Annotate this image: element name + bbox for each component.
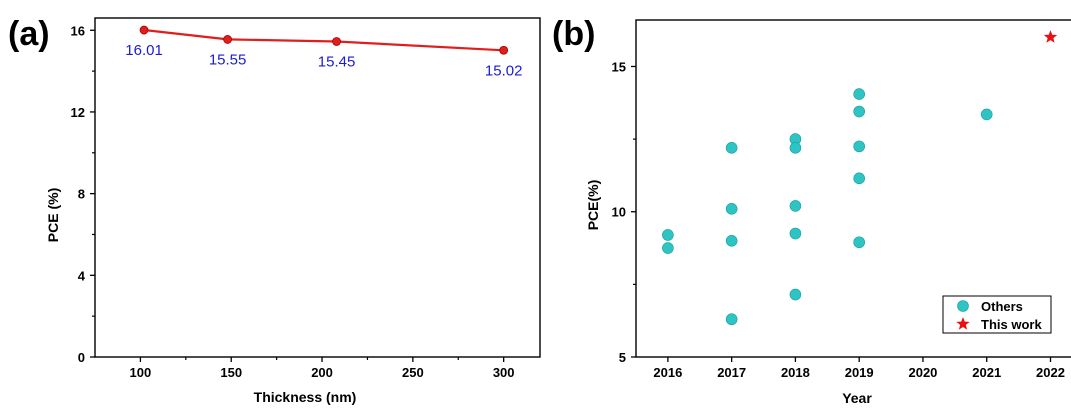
panel-label-a: (a) [8,15,50,53]
data-point [499,45,509,55]
scatter-point [725,234,738,247]
x-tick-label-b: 2019 [845,365,874,380]
scatter-point [853,172,865,185]
y-tick-label-b: 10 [612,205,626,220]
data-label: 16.01 [125,42,163,59]
scatter-point [853,88,865,100]
data-point [223,35,232,44]
y-tick-label-a: 12 [71,105,85,120]
y-tick-label-a: 16 [71,23,85,38]
x-tick-label-a: 150 [220,365,242,380]
panel-b: (b) 2016 2017 2018 2019 2020 2021 2022 5 10 15 O… [552,15,1071,406]
plot-frame-b [635,19,1071,358]
scatter-point [789,288,802,301]
x-tick-label-b: 2017 [717,365,746,380]
y-ticks-a: 0 4 8 12 16 [71,23,95,365]
x-tick-label-b: 2021 [972,365,1001,380]
scatter-point [853,105,865,118]
x-tick-label-b: 2018 [781,365,810,380]
y-ticks-b: 5 10 15 [612,59,636,365]
data-label: 15.02 [485,62,523,79]
series-a: 16.01 15.55 15.45 15.02 [125,25,523,79]
x-axis-title-b: Year [842,390,872,406]
x-tick-label-a: 100 [130,365,152,380]
x-tick-label-b: 2020 [908,365,937,380]
y-tick-label-a: 8 [78,187,85,202]
scatter-star [1043,30,1058,43]
scatter-point [789,227,802,240]
x-ticks-a: 100 150 200 250 300 [130,357,515,380]
x-tick-label-b: 2016 [653,365,682,380]
data-label: 15.55 [209,51,247,68]
y-tick-label-b: 15 [612,59,626,74]
panel-a: (a) 100 150 200 250 300 0 4 8 12 16 16.01 15.55 15… [8,15,541,405]
scatter-point [662,229,674,241]
series-b [662,30,1058,326]
x-tick-label-a: 200 [311,365,333,380]
scatter-point [662,242,674,254]
x-tick-label-a: 300 [493,365,515,380]
legend-marker-others [957,300,969,312]
data-point [139,25,149,35]
scatter-point [980,108,993,121]
scatter-point [853,140,865,153]
y-tick-label-b: 5 [619,350,626,365]
scatter-point [789,200,802,212]
y-tick-label-a: 0 [78,350,85,365]
scatter-point [853,236,865,249]
legend-label-others: Others [981,299,1023,314]
scatter-point [725,142,738,154]
data-point [332,37,341,46]
x-tick-label-b: 2022 [1036,365,1065,380]
y-tick-label-a: 4 [78,268,86,283]
legend-label-this-work: This work [981,317,1042,332]
legend-marker-this-work [956,317,970,330]
y-axis-title-b: PCE(%) [585,180,601,231]
scatter-point [725,313,738,326]
x-axis-title-a: Thickness (nm) [254,389,357,405]
x-ticks-b: 2016 2017 2018 2019 2020 2021 2022 [653,357,1065,380]
legend-b: Others This work [942,295,1052,334]
data-label: 15.45 [318,53,356,70]
y-axis-title-a: PCE (%) [45,188,61,242]
scatter-point [789,142,802,154]
panel-label-b: (b) [552,15,595,53]
scatter-point [725,203,738,215]
series-line [143,28,504,52]
plot-frame-a [94,17,541,358]
x-tick-label-a: 250 [402,365,424,380]
